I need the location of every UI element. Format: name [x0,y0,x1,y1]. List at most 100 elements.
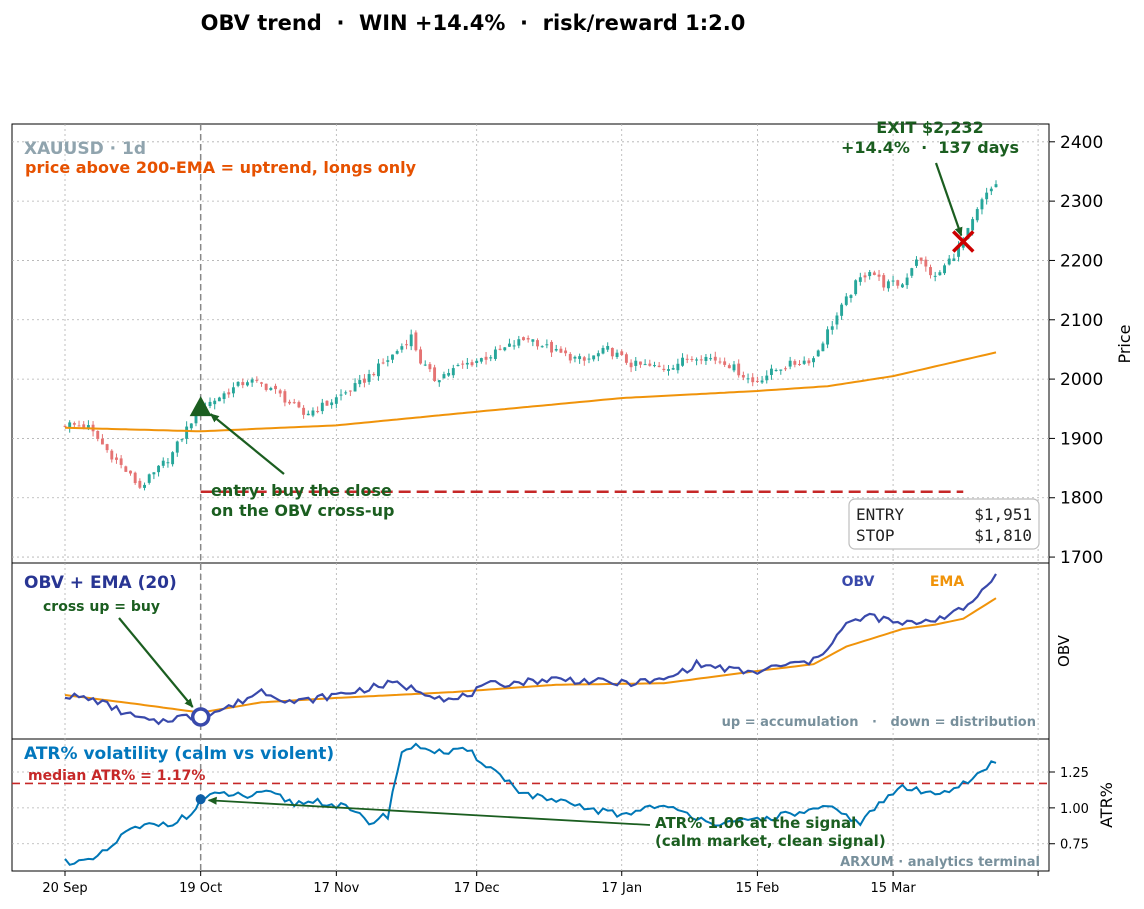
candle-body [966,228,970,239]
candle-body [138,480,142,488]
candle-body [456,365,460,367]
candle-body [124,466,128,472]
candle-body [961,240,965,248]
candle [872,270,876,276]
candle [157,465,161,477]
candle-body [175,441,179,453]
candle-body [638,361,642,365]
candle-body [512,345,516,347]
candle-body [208,401,212,406]
candle [643,359,647,366]
candle [517,335,521,349]
candle [269,386,273,391]
candle [105,443,109,453]
candle [840,302,844,320]
candle-body [826,329,830,345]
candle [713,351,717,365]
candle-body [610,347,614,357]
exit-annotation-line-2: +14.4% · 137 days [841,138,1019,157]
candle [447,368,451,377]
candle-body [994,184,998,188]
candle-body [166,462,170,464]
atr-panel-frame [11,738,1050,872]
candle [690,356,694,362]
entry-annotation-line-1: entry: buy the close [211,481,392,500]
candle-body [96,430,100,439]
candle-body [330,402,334,406]
candle-body [690,358,694,360]
candle-body [545,344,549,346]
candle [751,373,755,387]
candle-body [929,267,932,276]
atr-layer [12,742,1049,866]
obv-panel-title: OBV + EMA (20) [24,573,177,593]
candle-body [264,383,268,390]
candle [409,329,413,351]
candle [896,279,900,289]
candle-body [685,358,689,360]
candle-body [152,472,156,475]
x-tick-label: 17 Jan [601,881,642,896]
candle [423,360,427,367]
x-tick-label: 20 Sep [42,881,87,896]
candle-body [423,364,427,366]
candle-body [606,345,610,350]
candle-body [933,275,937,277]
candle [863,272,867,283]
candle [844,293,848,307]
candle-body [362,378,366,383]
candle [536,338,539,350]
candle [400,343,404,353]
candle [737,359,741,378]
candle [830,320,834,335]
candle [545,339,549,349]
candle [236,381,240,388]
candle-body [872,272,876,275]
candle-body [957,245,961,257]
ema-200-line [64,351,997,433]
candle [788,356,792,370]
candle [246,380,249,387]
atr-signal-note-line-2: (calm market, clean signal) [655,832,886,850]
candle [989,186,993,196]
candle [175,440,179,457]
candle [886,279,890,292]
candle-body [863,275,867,278]
candle [615,349,619,359]
candle-body [844,296,848,305]
candle [217,396,221,402]
candle-body [601,347,605,354]
candle [152,472,156,480]
candle-body [620,351,624,355]
candle-body [540,346,544,348]
candle [732,360,736,373]
obv-footer-note: up = accumulation · down = distribution [722,715,1036,730]
candle-body [896,280,900,286]
candle-body [115,457,118,460]
atr-tick-label: 1.25 [1060,766,1089,781]
candle-body [241,382,245,386]
candle [868,269,872,280]
candle [695,357,699,366]
candle-body [171,452,175,465]
candle [147,473,151,485]
watermark: ARXUM · analytics terminal [840,855,1040,870]
candle [451,364,455,378]
candle-body [653,365,656,367]
candle [985,187,989,205]
atr-signal-dot [195,794,206,805]
price-axis-label: Price [1115,324,1134,363]
candle [512,340,516,350]
candle [348,390,352,397]
candle-body [732,364,736,371]
obv-line [64,573,997,726]
candle-body [222,393,226,400]
candle-body [227,392,231,395]
obv-legend-ema: EMA [930,574,964,590]
candle-body [86,425,90,429]
candle-body [161,460,165,466]
obv-cross-arrow [118,617,194,708]
atr-signal-arrow [207,796,651,826]
candle [372,372,376,377]
